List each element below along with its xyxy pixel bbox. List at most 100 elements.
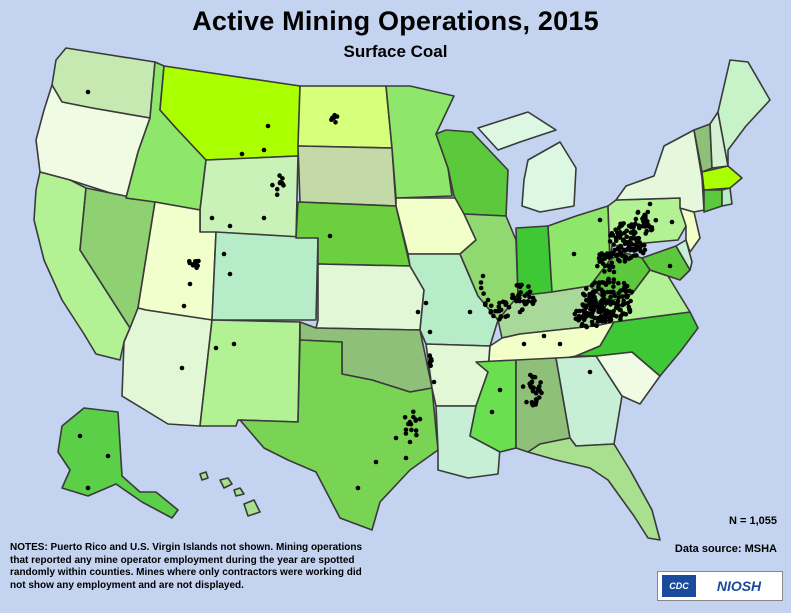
mine-dot (192, 262, 198, 268)
mine-dot (221, 251, 227, 257)
mine-dot (105, 453, 111, 459)
mine-dot (85, 485, 91, 491)
mine-dot (603, 282, 609, 288)
mine-dot (590, 322, 595, 328)
mine-dot (602, 300, 607, 305)
mine-dot (643, 231, 648, 236)
mine-dot (592, 298, 598, 304)
mine-dot (627, 243, 632, 249)
mine-dot (534, 397, 539, 403)
state-north-carolina (575, 311, 699, 377)
mine-dot (514, 283, 520, 288)
mine-dot (77, 433, 83, 439)
mine-dot (624, 283, 630, 289)
mine-dot (621, 280, 627, 286)
mine-dot (610, 264, 616, 270)
mine-dot (524, 399, 529, 405)
mine-dot (592, 295, 597, 300)
mine-dot (572, 311, 578, 317)
mine-dot (521, 299, 527, 304)
mine-dot (642, 212, 647, 218)
data-source-label: Data source: MSHA (674, 543, 777, 555)
mine-dot (605, 314, 611, 320)
mine-dot (653, 218, 659, 223)
mine-dot (512, 295, 517, 301)
mine-dot (590, 314, 595, 319)
mine-dot (633, 247, 638, 253)
mine-dot (527, 289, 533, 295)
mine-dot (613, 235, 619, 241)
mine-count-label: N = 1,055 (728, 515, 777, 527)
mine-dot (631, 224, 636, 230)
mine-dot (571, 251, 577, 257)
mine-dot (261, 215, 267, 221)
state-south-dakota (297, 145, 397, 207)
mine-dot (590, 310, 595, 315)
mine-dots (77, 89, 675, 491)
state-colorado (211, 231, 319, 321)
mine-dot (624, 234, 629, 240)
mine-dot (587, 369, 593, 375)
mine-dot (478, 285, 484, 291)
mine-dot (633, 216, 639, 222)
mine-dot (634, 238, 639, 244)
mine-dot (423, 300, 429, 306)
mine-dot (627, 288, 632, 294)
mine-dot (485, 297, 491, 303)
mine-dot (609, 260, 615, 266)
mine-dot (611, 279, 616, 285)
mine-dot (607, 267, 612, 273)
mine-dot (642, 224, 648, 229)
mine-dot (529, 401, 535, 407)
mine-dot (643, 216, 648, 222)
mine-dot (606, 311, 611, 316)
mine-dot (602, 263, 608, 269)
mine-dot (634, 244, 639, 249)
mine-dot (611, 242, 616, 247)
state-hawaii-1 (199, 471, 209, 481)
mine-dot (333, 120, 338, 125)
mine-dot (516, 293, 522, 298)
mine-dot (209, 215, 215, 221)
state-hawaii-2 (219, 477, 233, 489)
mine-dot (493, 308, 498, 314)
mine-dot (584, 311, 589, 316)
state-hawaii-3 (233, 487, 245, 497)
cdc-logo: CDC (662, 575, 696, 597)
mine-dot (530, 388, 536, 394)
mine-dot (274, 192, 280, 197)
mine-dot (403, 431, 409, 436)
mine-dot (498, 307, 504, 313)
mine-dot (265, 123, 271, 129)
mine-dot (625, 300, 631, 306)
mine-dot (498, 314, 504, 320)
mine-dot (576, 318, 581, 323)
mine-dot (642, 247, 648, 253)
mine-dot (645, 209, 651, 215)
mine-dot (626, 256, 632, 262)
mine-dot (602, 269, 607, 274)
map-subtitle: Surface Coal (343, 42, 448, 61)
mine-dot (614, 302, 619, 307)
mine-dot (599, 318, 604, 324)
mine-dot (407, 439, 413, 445)
mine-dot (402, 415, 408, 420)
mine-dot (619, 223, 625, 228)
mine-dot (590, 282, 595, 288)
mine-dot (530, 295, 536, 301)
mine-dot (617, 307, 622, 312)
mine-dot (277, 173, 282, 178)
mine-dot (602, 315, 607, 320)
mine-dot (270, 182, 275, 188)
state-new-mexico (199, 319, 301, 427)
mine-dot (280, 176, 285, 181)
mine-dot (611, 284, 616, 289)
mine-dot (611, 308, 616, 314)
mine-dot (596, 286, 601, 292)
mine-dot (403, 427, 409, 433)
mine-dot (642, 243, 647, 248)
mine-dot (327, 233, 333, 239)
state-hawaii-4 (243, 499, 261, 517)
mine-dot (583, 298, 589, 303)
mine-dot (601, 252, 607, 258)
